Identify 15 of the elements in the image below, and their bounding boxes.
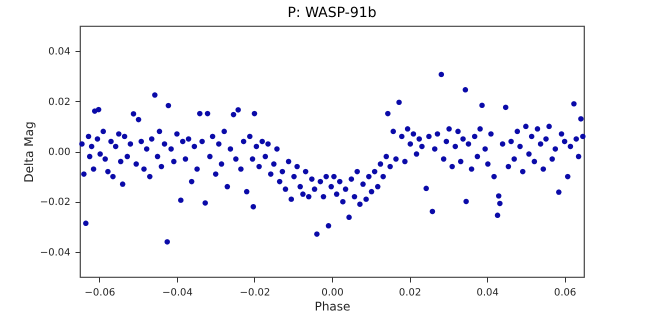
y-tick-label: −0.02: [40, 197, 70, 208]
x-tick-label: −0.02: [240, 288, 270, 298]
x-tick-label: 0.00: [321, 288, 344, 298]
y-axis-title: Delta Mag: [22, 121, 36, 183]
x-tick-label: 0.02: [398, 288, 422, 298]
x-tick-label: 0.04: [476, 288, 499, 298]
x-tick-label: −0.06: [84, 288, 116, 298]
y-tick-label: 0.00: [48, 147, 70, 158]
chart-title: P: WASP-91b: [287, 5, 377, 21]
y-tick-label: −0.04: [40, 247, 70, 258]
y-tick-label: 0.02: [48, 96, 70, 108]
x-axis-title: Phase: [314, 300, 350, 314]
y-tick-label: 0.04: [48, 46, 70, 58]
x-tick-label: 0.06: [554, 288, 576, 298]
x-tick-label: −0.04: [162, 288, 193, 298]
